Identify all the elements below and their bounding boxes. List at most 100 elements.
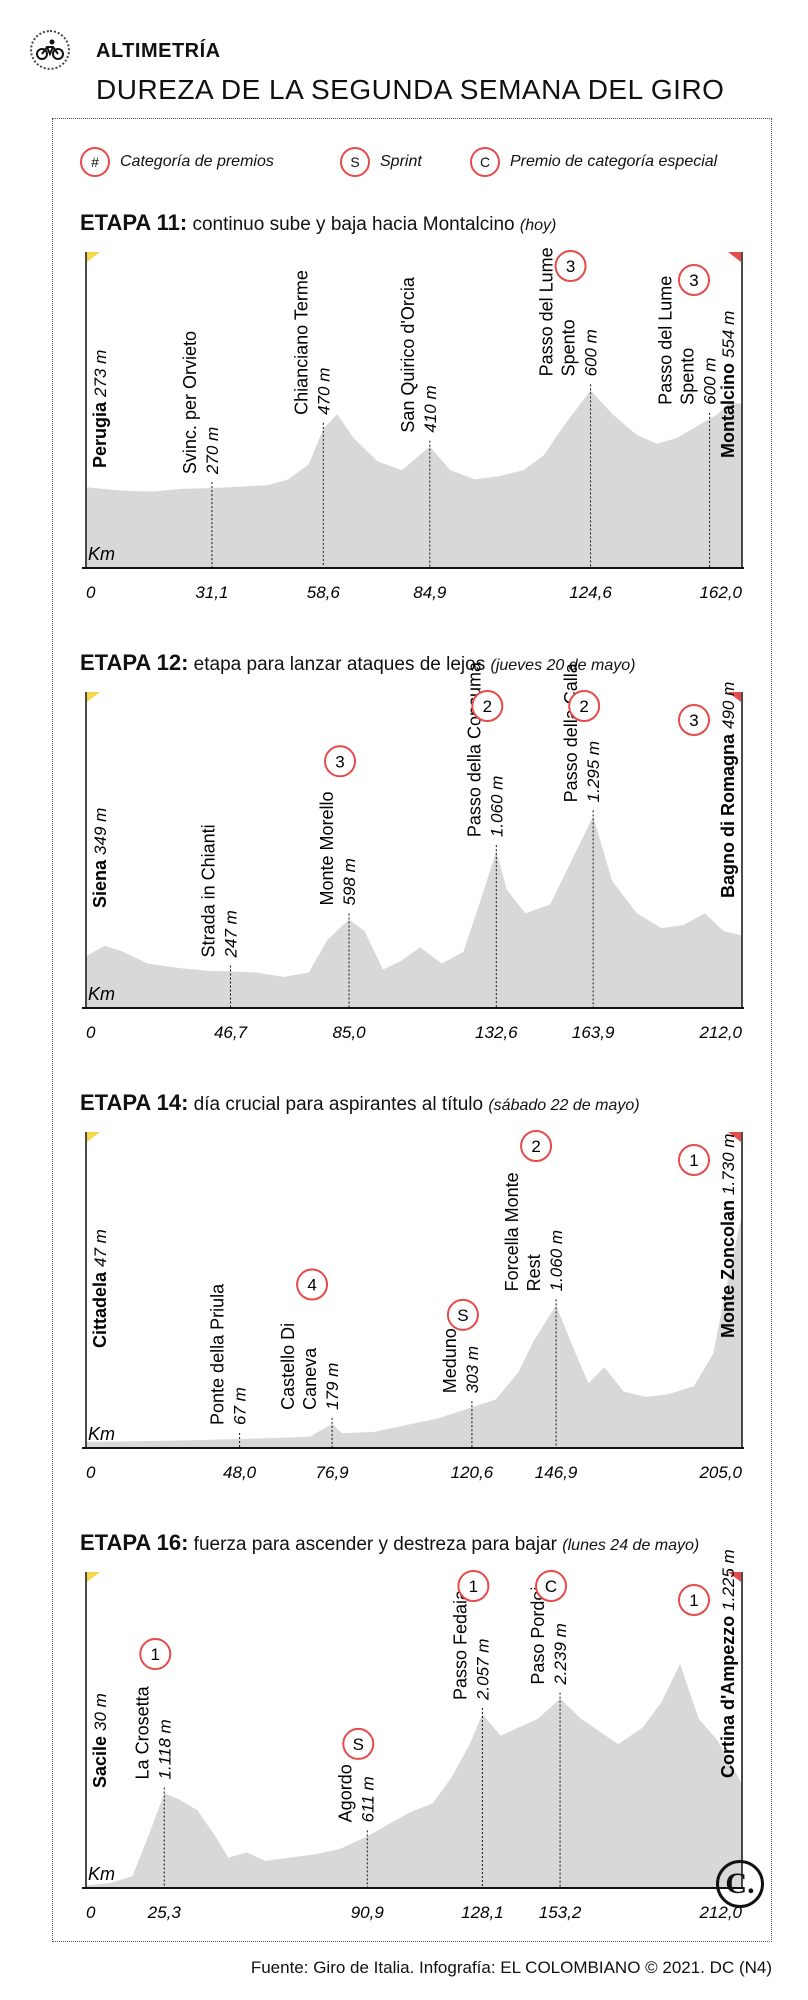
point-altitude: 410 m [421,385,440,432]
category-badge-text: 1 [151,1645,160,1664]
finish-badge-text: 1 [689,1591,698,1610]
x-tick-label: 0 [86,1463,96,1482]
point-name: Meduno [440,1328,460,1393]
point-name: La Crosetta [132,1685,152,1779]
content-frame-top [52,118,772,119]
finish-badge-circle [678,264,710,296]
km-label: Km [88,1424,115,1444]
category-badge-circle [342,1727,375,1760]
point-name: Passo della Calla [561,662,581,802]
category-badge-text: 1 [469,1577,478,1596]
finish-name: Montalcino [718,358,738,458]
x-tick-label: 31,1 [195,583,228,602]
finish-label: Montalcino 554 m [718,311,738,458]
start-altitude: 273 m [91,350,110,398]
finish-altitude: 1.730 m [719,1134,738,1195]
stage-title: ETAPA 16: fuerza para ascender y destrez… [80,1530,699,1556]
point-name: Ponte della Priula [208,1283,228,1425]
point-altitude: 600 m [701,358,720,405]
stage-number: ETAPA 16: [80,1530,189,1555]
finish-badge-circle [678,704,710,736]
stage-title: ETAPA 14: día crucial para aspirantes al… [80,1090,640,1116]
finish-badge-text: 3 [689,271,698,290]
start-label: Sacile 30 m [90,1693,110,1788]
finish-altitude: 490 m [719,682,738,729]
km-label: Km [88,984,115,1004]
x-tick-label: 162,0 [699,583,742,602]
x-tick-label: 120,6 [451,1463,494,1482]
x-tick-label: 84,9 [413,583,447,602]
category-badge-circle [296,1268,329,1301]
km-label: Km [88,544,115,564]
category-badge-text: S [353,1735,364,1754]
finish-altitude: 1.225 m [719,1549,738,1610]
point-name: Spento [678,348,698,405]
legend-item-sprint: S Sprint [340,144,422,180]
point-name: Rest [524,1254,544,1291]
point-name: Passo Fedaia [450,1589,470,1700]
x-tick-label: 0 [86,583,96,602]
finish-badge-text: 1 [689,1151,698,1170]
point-altitude: 270 m [203,427,222,475]
point-name: Chianciano Terme [291,270,311,415]
point-name: Strada in Chianti [199,824,219,957]
kicker: ALTIMETRÍA [96,40,221,62]
stage-number: ETAPA 14: [80,1090,189,1115]
point-name: Passo della Consuma [464,661,484,837]
legend-item-category: # Categoría de premios [80,144,274,180]
elevation-profile [86,1663,742,1888]
x-tick-label: 212,0 [698,1903,742,1922]
finish-flag-icon [728,1132,741,1142]
x-tick-label: 132,6 [475,1023,518,1042]
finish-badge-text: 3 [689,711,698,730]
x-tick-label: 48,0 [223,1463,257,1482]
category-badge-circle [535,1570,568,1602]
start-name: Cittadela [90,1267,110,1348]
point-altitude: 2.239 m [551,1623,570,1685]
legend-label: Sprint [380,153,422,170]
x-tick-label: 205,0 [698,1463,742,1482]
category-badge-circle [471,690,504,722]
point-name: Monte Morello [317,791,337,905]
stage-16-chart: Km 0 25,3 90,9 128,1 153,2 212,0 Sacile 30 m Cor… [82,1549,744,1922]
elevation-profile [86,1215,742,1448]
category-badge-text: C [545,1577,557,1596]
category-badge-text: 4 [307,1276,316,1295]
finish-badge-circle [678,1144,710,1176]
stage-number: ETAPA 11: [80,210,188,235]
start-name: Sacile [90,1731,110,1788]
point-name: Caneva [300,1347,320,1410]
point-altitude: 303 m [463,1346,482,1393]
x-tick-label: 0 [86,1903,96,1922]
x-tick-label: 124,6 [569,583,612,602]
category-badge-circle [457,1570,490,1602]
stage-date: (hoy) [519,217,557,234]
legend-label: Categoría de premios [120,153,274,170]
legend-symbol: C [470,147,500,177]
point-altitude: 67 m [231,1387,250,1425]
category-badge-text: 2 [531,1137,540,1156]
x-tick-label: 163,9 [572,1023,615,1042]
x-tick-label: 128,1 [461,1903,504,1922]
finish-flag-icon [728,252,741,262]
point-altitude: 247 m [222,910,241,958]
point-altitude: 611 m [358,1776,377,1822]
stage-date: (lunes 24 de mayo) [562,1537,700,1554]
start-flag-icon [87,252,100,262]
publisher-logo: C. [716,1860,764,1908]
point-altitude: 470 m [314,368,333,415]
point-altitude: 179 m [323,1363,342,1410]
point-name: San Quirico d'Orcia [398,276,418,432]
x-tick-label: 85,0 [332,1023,366,1042]
finish-label: Cortina d'Ampezzo 1.225 m [718,1549,738,1778]
category-badge-text: 3 [566,257,575,276]
point-altitude: 2.057 m [473,1639,492,1701]
x-tick-label: 76,9 [316,1463,350,1482]
start-label: Perugia 273 m [90,350,110,468]
start-altitude: 30 m [91,1693,110,1731]
finish-flag-icon [728,1572,741,1582]
stage-14-chart: Km 0 48,0 76,9 120,6 146,9 205,0 Cittadela 47 m… [82,1130,744,1482]
point-name: Spento [559,319,579,376]
x-tick-label: 25,3 [147,1903,182,1922]
page-title: DUREZA DE LA SEGUNDA SEMANA DEL GIRO [96,74,725,105]
